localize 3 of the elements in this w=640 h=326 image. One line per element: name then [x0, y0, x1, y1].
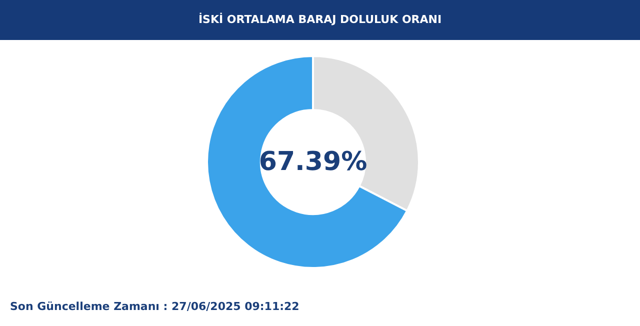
text: Son Güncelleme Zamanı : 27/06/2025 09:11:22 [10, 300, 300, 313]
chart-title: İSKİ ORTALAMA BARAJ DOLULUK ORANI [198, 12, 442, 26]
data-label: 67.39% [258, 147, 368, 177]
